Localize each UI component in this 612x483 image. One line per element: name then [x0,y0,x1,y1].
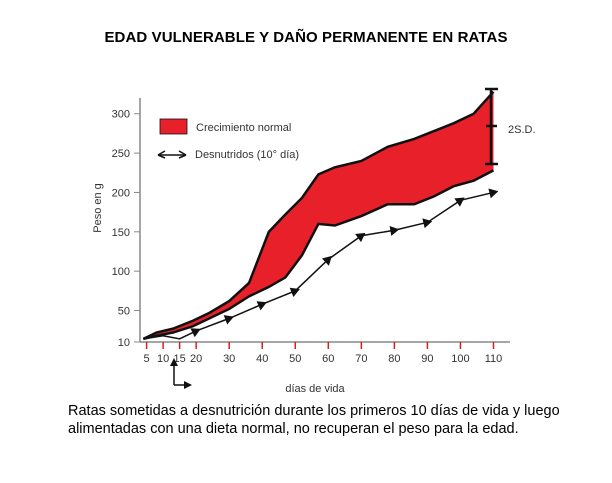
y-axis-label: Peso en g [92,183,104,233]
chart-title: EDAD VULNERABLE Y DAÑO PERMANENTE EN RAT… [104,29,508,46]
legend-swatch-normal [159,118,188,135]
x-tick-label: 50 [289,353,301,365]
sd-bracket [485,87,498,166]
desnutridos-point [289,287,300,297]
desnutridos-point [422,218,433,229]
desnutridos-point [454,197,465,207]
y-tick-label: 50 [118,306,130,318]
legend-label-normal: Crecimiento normal [196,122,291,134]
x-axis-label: días de vida [285,383,345,395]
y-tick-label: 10 [118,337,130,349]
desnutridos-point [321,255,332,266]
desnutridos-point [389,225,400,236]
normal-growth-band [143,91,494,339]
desnutridos-point [488,188,499,199]
x-tick-label: 10 [157,353,169,365]
x-tick-label: 60 [322,353,334,365]
legend-label-desnutridos: Desnutridos (10° día) [195,149,299,161]
legend-swatch-desnutridos [157,150,187,159]
y-tick-label: 300 [112,109,130,121]
x-tick-label: 90 [421,353,433,365]
x-tick-label: 100 [451,353,469,365]
y-tick-label: 200 [112,187,130,199]
x-tick-label: 20 [190,353,202,365]
y-tick-label: 100 [112,266,130,278]
start-marker-arrow [170,358,192,389]
x-tick-label: 110 [485,353,503,365]
y-tick-label: 250 [112,148,130,160]
caption: Ratas sometidas a desnutrición durante l… [68,403,560,437]
normal-upper-line [142,90,495,340]
x-tick-label: 5 [144,353,150,365]
desnutridos-point [190,328,201,338]
desnutridos-point [355,232,366,243]
sd-label: 2S.D. [508,124,536,136]
y-tick-label: 150 [112,227,130,239]
normal-lower-line [143,169,495,341]
x-tick-label: 70 [355,353,367,365]
x-tick-label: 15 [174,353,186,365]
x-tick-label: 30 [223,353,235,365]
x-tick-label: 80 [388,353,400,365]
x-tick-label: 40 [256,353,268,365]
desnutridos-point [256,301,267,311]
desnutridos-point [223,315,234,325]
